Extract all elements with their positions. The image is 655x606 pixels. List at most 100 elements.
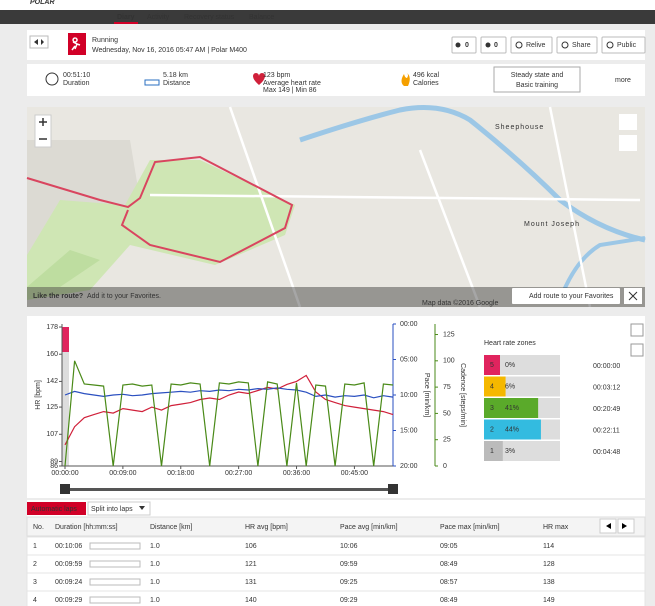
runner-glyph [71, 37, 81, 51]
nav-tab: Activity [147, 14, 170, 21]
action-button[interactable] [451, 36, 477, 54]
zone-percent: 0% [505, 362, 515, 369]
y-axis-title: HR [bpm] [35, 380, 42, 410]
close-glyph [628, 291, 638, 301]
y-tick-label: 89 [50, 458, 58, 465]
chart-settings[interactable] [630, 323, 644, 337]
prev-next-button[interactable] [29, 35, 49, 49]
heart_rate-value: 123 bpm [263, 72, 290, 79]
table-cell: 3 [33, 579, 37, 586]
table-cell: 128 [543, 561, 555, 568]
table-cell: 1.0 [150, 561, 160, 568]
y-tick-label: 160 [46, 351, 58, 358]
zone-duration: 00:20:49 [593, 406, 620, 413]
zone-bar [500, 441, 503, 461]
icon [515, 41, 523, 49]
table-cell: 4 [33, 597, 37, 604]
tab-active[interactable] [27, 502, 86, 515]
map-fullscreen[interactable] [619, 135, 637, 151]
icon [606, 41, 614, 49]
zone-duration: 00:00:00 [593, 363, 620, 370]
zone-track [484, 441, 560, 461]
active-tab-underline [114, 22, 138, 24]
tab-label: Split into laps [91, 506, 133, 513]
y2-tick-label: 20:00 [400, 463, 418, 470]
x-tick-label: 00:09:00 [109, 470, 136, 477]
y3-tick-label: 0 [443, 463, 447, 470]
table-cell: 140 [245, 597, 257, 604]
zoom-glyph [39, 118, 47, 140]
map-river [299, 105, 646, 243]
action-label: Relive [526, 42, 546, 49]
map-park [27, 250, 100, 287]
series-line [64, 360, 394, 467]
table-cell: 2 [33, 561, 37, 568]
nav-tab: Recovery status [184, 14, 235, 21]
table-cell: 1.0 [150, 579, 160, 586]
range-handle[interactable] [388, 484, 398, 494]
favorite-button-label: Add route to your Favorites [529, 293, 614, 300]
favorite-button[interactable] [512, 288, 620, 304]
zone-bar [500, 419, 541, 440]
duration-bar [89, 596, 141, 604]
zone-key [484, 398, 500, 418]
action-button[interactable] [480, 36, 507, 54]
action-button[interactable] [556, 36, 598, 54]
action-button[interactable] [510, 36, 553, 54]
series-line [64, 387, 394, 399]
y2-tick-label: 10:00 [400, 392, 418, 399]
map-route [26, 155, 294, 264]
y-tick-label: 142 [46, 378, 58, 385]
nav-bar [0, 10, 655, 24]
icon [561, 41, 569, 49]
heart_rate-label: Average heart rate [263, 80, 321, 87]
zone-duration: 00:04:48 [593, 449, 620, 456]
column-header: HR avg [bpm] [245, 524, 288, 531]
calories-value: 496 kcal [413, 72, 440, 79]
table-arrows [606, 523, 627, 529]
distance-icon [144, 79, 160, 86]
table-cell: 1.0 [150, 543, 160, 550]
favorite-bar [27, 287, 645, 307]
range-slider[interactable] [62, 488, 393, 491]
tab[interactable] [87, 501, 151, 516]
y-tick-label: 125 [46, 404, 58, 411]
zone-track [484, 355, 560, 375]
chart-fullscreen[interactable] [630, 343, 644, 357]
top-strip [0, 0, 655, 10]
duration-bar [89, 560, 141, 568]
zone-key [484, 376, 500, 397]
duration-bar [89, 578, 141, 586]
distance-value: 5.18 km [163, 72, 188, 79]
nav-tab: Diary [117, 14, 135, 21]
calories-label: Calories [413, 80, 439, 87]
table-cell: 10:06 [340, 543, 358, 550]
y3-tick-label: 50 [443, 410, 451, 417]
duration-bar [89, 542, 141, 550]
more-link: more [615, 77, 631, 84]
column-header: Duration [hh:mm:ss] [55, 524, 118, 531]
y-tick-label: 107 [46, 431, 58, 438]
table-cell: 09:05 [440, 543, 458, 550]
zone-bar [500, 398, 539, 418]
y3-tick-label: 100 [443, 358, 455, 365]
distance-label: Distance [163, 80, 190, 87]
y3-tick-label: 75 [443, 384, 451, 391]
action-label: Share [572, 42, 591, 49]
zone-number: 1 [490, 448, 494, 455]
table-header [26, 516, 646, 537]
action-button[interactable] [601, 36, 646, 54]
dropdown-arrow [139, 506, 145, 510]
y2-tick-label: 05:00 [400, 356, 418, 363]
table-cell: 09:59 [340, 561, 358, 568]
zone-percent: 6% [505, 383, 515, 390]
y-tick-label: 178 [46, 324, 58, 331]
column-header: No. [33, 524, 44, 531]
range-handle[interactable] [60, 484, 70, 494]
icon [485, 42, 491, 48]
icon [455, 42, 461, 48]
column-header: Pace avg [min/km] [340, 524, 398, 531]
x-tick-label: 00:36:00 [283, 470, 310, 477]
map-settings[interactable] [619, 114, 637, 130]
